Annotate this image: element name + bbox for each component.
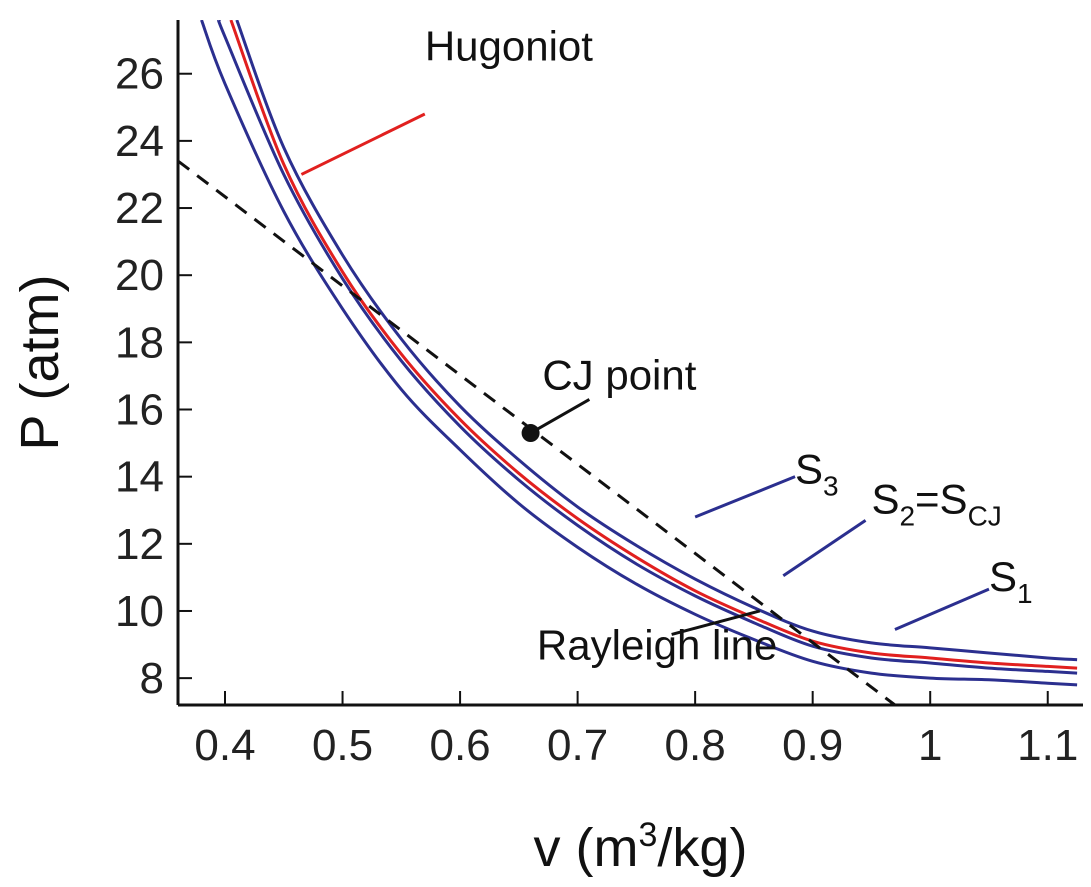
series-rayleigh-curve	[178, 159, 896, 705]
rayleigh-annotation-label: Rayleigh line	[537, 622, 777, 669]
rayleigh-leader-line	[671, 609, 761, 636]
series-s1-curve	[200, 20, 1078, 687]
x-tick-label: 0.4	[194, 721, 255, 770]
x-tick-label: 0.7	[547, 721, 608, 770]
labels-layer: 0.4 0.5 0.6 0.7 0.8 0.9 1 1.1 8 10 12 14 16 18 20 22 24 2…	[115, 22, 1078, 770]
x-tick-label: 1.1	[1017, 721, 1078, 770]
ticks-layer	[178, 72, 1049, 705]
y-tick-label: 26	[115, 50, 164, 99]
s1-annotation-label: S1	[989, 553, 1033, 609]
x-tick-label: 0.6	[429, 721, 490, 770]
s3-annotation-label: S3	[795, 445, 839, 501]
y-tick-label: 10	[115, 587, 164, 636]
x-axis-title: v (m3/kg)	[534, 816, 748, 878]
series-hugoniot-curve	[229, 20, 1078, 670]
y-tick-label: 16	[115, 386, 164, 435]
s1-leader-line	[894, 587, 990, 631]
y-tick-label: 22	[115, 184, 164, 233]
s2-leader-line	[782, 519, 867, 577]
y-tick-label: 8	[140, 654, 164, 703]
x-tick-label: 0.8	[665, 721, 726, 770]
hugoniot-annotation-label: Hugoniot	[425, 22, 593, 69]
y-tick-label: 12	[115, 520, 164, 569]
hugoniot-leader-line	[300, 112, 426, 176]
axes-layer	[176, 20, 1083, 707]
y-tick-label: 14	[115, 453, 164, 502]
cj-leader-line	[529, 398, 591, 435]
series-s3-curve	[235, 20, 1078, 662]
annotation-leaders-layer	[300, 112, 990, 636]
y-tick-label: 18	[115, 318, 164, 367]
x-tick-label: 0.5	[312, 721, 373, 770]
y-tick-label: 20	[115, 251, 164, 300]
x-tick-label: 0.9	[782, 721, 843, 770]
y-tick-label: 24	[115, 117, 164, 166]
curves-layer	[178, 20, 1078, 705]
cj-annotation-label: CJ point	[542, 351, 696, 398]
s3-leader-line	[694, 475, 796, 519]
x-tick-label: 1	[918, 721, 942, 770]
series-s2-curve	[216, 20, 1078, 675]
s2-annotation-label: S2=SCJ	[871, 476, 1001, 532]
y-axis-title: P (atm)	[10, 274, 70, 450]
